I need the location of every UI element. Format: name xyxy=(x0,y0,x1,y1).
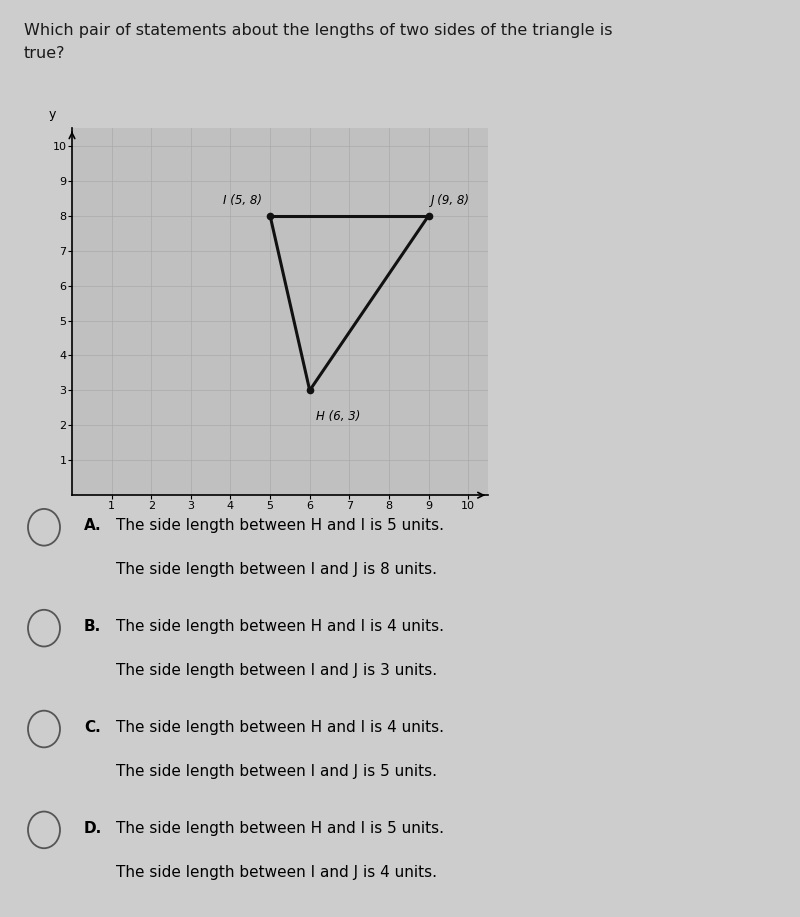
Text: y: y xyxy=(49,108,56,121)
Text: H (6, 3): H (6, 3) xyxy=(316,410,360,423)
Text: The side length between I and J is 3 units.: The side length between I and J is 3 uni… xyxy=(116,663,437,678)
Text: Which pair of statements about the lengths of two sides of the triangle is: Which pair of statements about the lengt… xyxy=(24,23,613,38)
Text: I (5, 8): I (5, 8) xyxy=(222,194,262,207)
Text: A.: A. xyxy=(84,518,102,533)
Text: J (9, 8): J (9, 8) xyxy=(430,194,470,207)
Text: The side length between I and J is 4 units.: The side length between I and J is 4 uni… xyxy=(116,865,437,879)
Text: C.: C. xyxy=(84,720,101,735)
Text: true?: true? xyxy=(24,46,66,61)
Text: The side length between H and I is 5 units.: The side length between H and I is 5 uni… xyxy=(116,821,444,835)
Text: The side length between H and I is 4 units.: The side length between H and I is 4 uni… xyxy=(116,720,444,735)
Text: The side length between H and I is 4 units.: The side length between H and I is 4 uni… xyxy=(116,619,444,634)
Text: B.: B. xyxy=(84,619,102,634)
Text: The side length between I and J is 8 units.: The side length between I and J is 8 uni… xyxy=(116,562,437,577)
Text: The side length between I and J is 5 units.: The side length between I and J is 5 uni… xyxy=(116,764,437,779)
Text: D.: D. xyxy=(84,821,102,835)
Text: The side length between H and I is 5 units.: The side length between H and I is 5 uni… xyxy=(116,518,444,533)
